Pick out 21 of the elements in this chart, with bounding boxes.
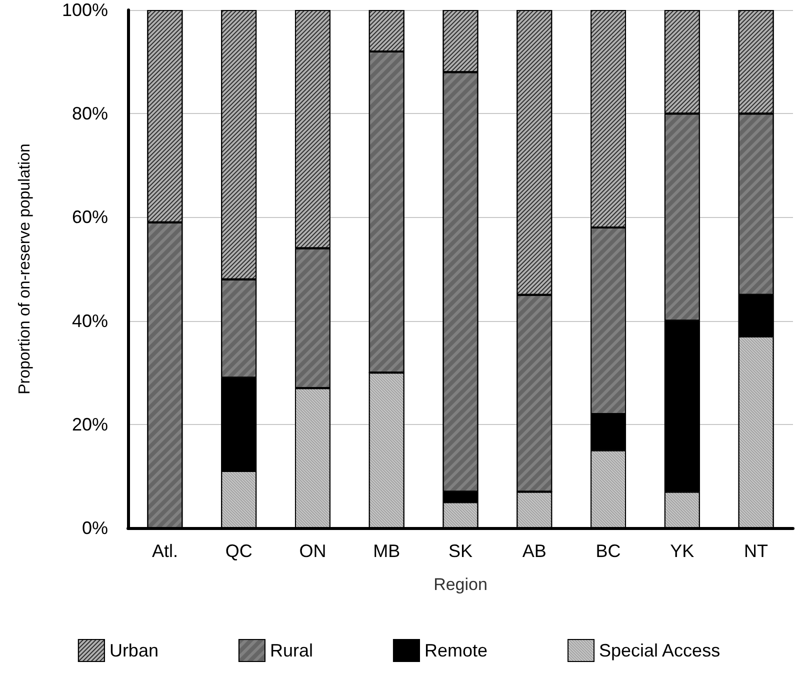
y-tick-label: 0% [82,518,108,538]
x-tick-label: Atl. [152,541,178,561]
x-tick-label: AB [522,541,546,561]
legend-label: Rural [270,640,313,660]
y-tick-label: 80% [72,104,108,124]
y-tick-label: 60% [72,207,108,228]
x-tick-label: YK [670,541,694,561]
legend-label: Urban [109,640,158,660]
x-tick-label: MB [373,541,400,561]
y-axis-title: Proportion of on-reserve population [16,144,34,394]
x-axis-title: Region [434,575,488,594]
y-tick-label: 40% [72,310,108,331]
x-tick-label: BC [596,541,621,561]
y-tick-label: 100% [62,0,108,20]
y-tick-label: 20% [72,414,108,434]
legend-label: Remote [424,640,488,660]
x-tick-label: ON [299,541,326,561]
legend-label: Special Access [599,640,720,660]
x-tick-label: SK [448,541,473,561]
x-tick-label: QC [225,541,252,561]
x-tick-label: NT [744,541,768,561]
